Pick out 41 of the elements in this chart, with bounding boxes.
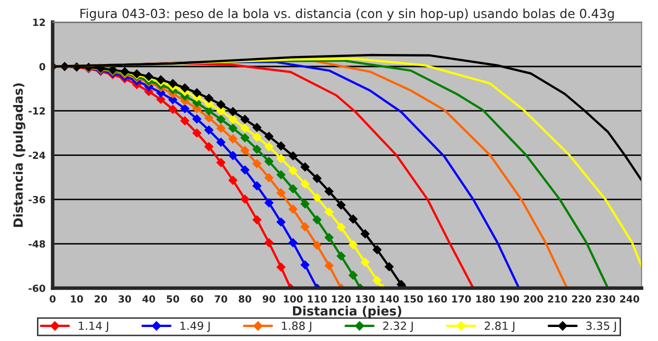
legend-label: 3.35 J xyxy=(586,322,616,332)
x-tick-label: 10 xyxy=(71,295,83,303)
legend-label: 1.14 J xyxy=(78,322,108,332)
x-tick-label: 130 xyxy=(356,295,375,303)
x-tick-label: 40 xyxy=(142,295,156,303)
x-tick-label: 0 xyxy=(50,295,56,303)
x-tick-label: 200 xyxy=(524,295,544,303)
x-tick-label: 140 xyxy=(380,295,399,303)
legend-label: 2.32 J xyxy=(383,322,413,332)
x-tick-label: 60 xyxy=(190,295,204,303)
y-tick-label: -12 xyxy=(28,107,45,115)
x-tick-label: 120 xyxy=(332,295,351,303)
x-tick-label: 220 xyxy=(572,295,592,303)
x-tick-label: 210 xyxy=(548,295,568,303)
y-tick-label: 0 xyxy=(39,62,46,70)
y-axis-title: Distancia (pulgadas) xyxy=(13,83,26,227)
x-tick-label: 150 xyxy=(404,295,423,303)
x-tick-label: 160 xyxy=(428,295,447,303)
x-tick-label: 30 xyxy=(118,295,132,303)
x-tick-label: 90 xyxy=(262,295,276,303)
x-tick-label: 240 xyxy=(620,295,640,303)
y-tick-label: 12 xyxy=(33,18,45,26)
x-tick-label: 230 xyxy=(596,295,616,303)
x-tick-label: 80 xyxy=(238,295,252,303)
y-tick-label: -60 xyxy=(28,284,46,292)
y-tick-label: -24 xyxy=(28,152,46,159)
x-tick-label: 20 xyxy=(94,295,108,303)
x-tick-label: 50 xyxy=(166,295,180,303)
legend-label: 1.88 J xyxy=(282,322,312,332)
chart-title: Figura 043-03: peso de la bola vs. distancia (con y sin hop-up) usando bolas de 0.43g xyxy=(80,8,614,21)
x-tick-label: 100 xyxy=(284,295,303,303)
legend-label: 1.49 J xyxy=(180,322,210,332)
legend-label: 2.81 J xyxy=(484,322,514,332)
y-tick-label: -48 xyxy=(28,240,46,248)
x-tick-label: 190 xyxy=(500,295,520,303)
x-tick-label: 180 xyxy=(476,295,495,303)
y-tick-label: -36 xyxy=(28,196,46,204)
x-tick-label: 110 xyxy=(308,295,327,303)
x-tick-label: 170 xyxy=(452,295,471,303)
x-axis-title: Distancia (pies) xyxy=(293,306,402,318)
x-tick-label: 70 xyxy=(214,295,228,303)
